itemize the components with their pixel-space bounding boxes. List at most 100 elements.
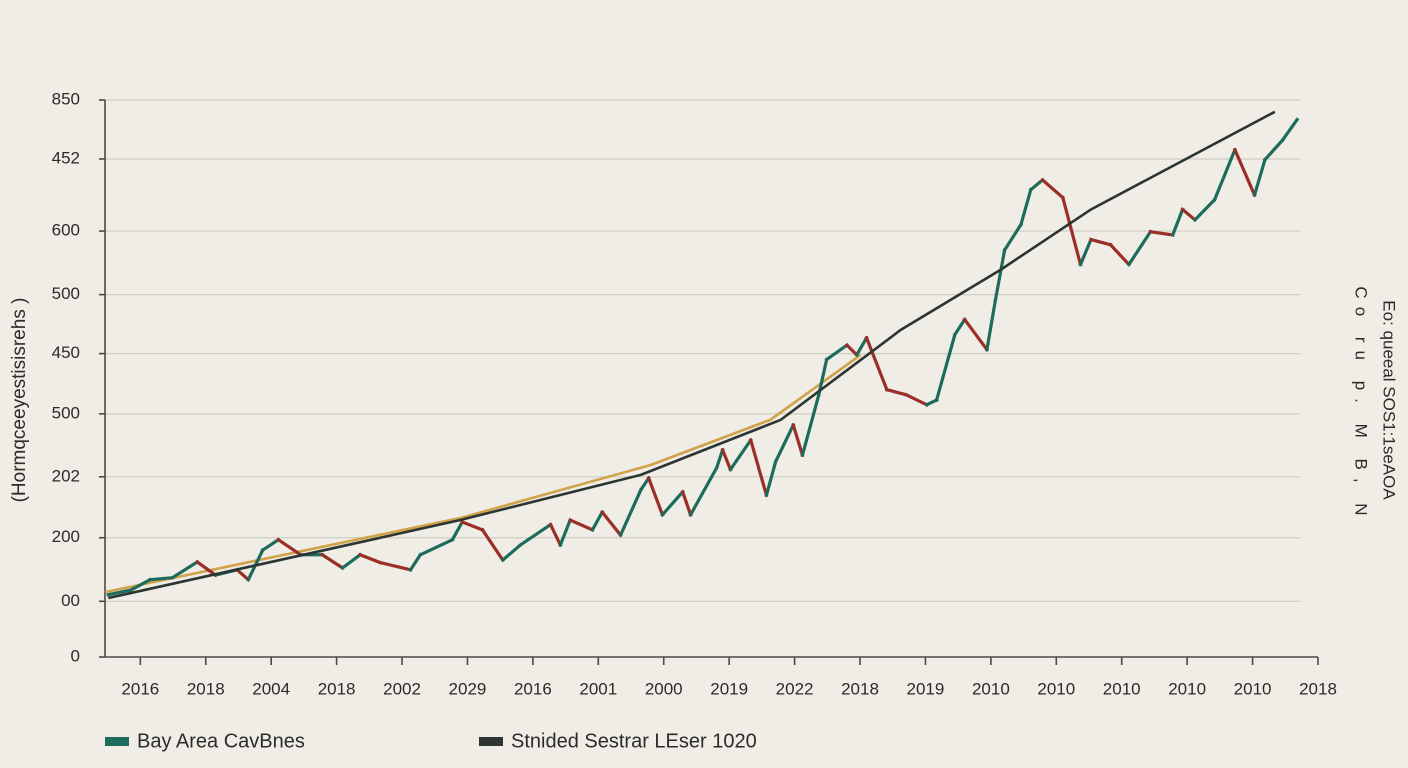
x-tick-label: 2022	[776, 679, 814, 698]
x-tick-label: 2002	[383, 679, 421, 698]
price-segment	[128, 577, 153, 593]
price-segment	[1126, 229, 1153, 267]
y-tick-label: 202	[52, 466, 80, 485]
price-segment	[844, 342, 860, 358]
x-tick-label: 2001	[579, 679, 617, 698]
price-segment	[358, 552, 383, 565]
x-tick-label: 2010	[972, 679, 1010, 698]
x-tick-label: 2016	[121, 679, 159, 698]
price-segment	[500, 542, 523, 563]
price-segment	[618, 487, 643, 538]
price-segment	[1060, 195, 1083, 267]
price-segment	[993, 248, 1007, 302]
price-segment	[599, 509, 623, 538]
price-segment	[378, 560, 413, 572]
legend-label: Stnided Sestrar LEser 1020	[511, 730, 757, 752]
price-segment	[195, 559, 218, 578]
trend-line	[104, 353, 862, 594]
price-segment	[148, 575, 175, 582]
price-segment	[1078, 237, 1094, 267]
price-segment	[1212, 147, 1237, 202]
price-segment	[590, 510, 605, 533]
price-segment	[460, 519, 485, 532]
price-segment	[824, 342, 850, 362]
price-segment	[1232, 147, 1257, 198]
price-segment	[450, 519, 465, 542]
price-segment	[638, 475, 651, 493]
price-segment	[408, 552, 423, 573]
price-segment	[952, 317, 967, 337]
price-segment	[1108, 242, 1132, 267]
price-segment	[1148, 229, 1175, 237]
y-tick-label: 600	[52, 221, 80, 240]
price-segment	[234, 567, 251, 582]
y-tick-label: 450	[52, 343, 80, 362]
x-tick-label: 2010	[1168, 679, 1206, 698]
price-segment	[764, 459, 778, 498]
x-tick-label: 2000	[645, 679, 683, 698]
price-segment	[800, 392, 821, 458]
x-tick-label: 2029	[449, 679, 487, 698]
y-tick-label: 500	[52, 403, 80, 422]
price-segment	[714, 447, 725, 470]
price-segment	[1262, 137, 1285, 162]
x-tick-label: 2018	[187, 679, 225, 698]
price-segment	[646, 476, 665, 517]
right-annotation: Eo: queeal SOS1:1seAOA	[1380, 300, 1399, 500]
price-segment	[934, 332, 957, 403]
price-segment	[904, 392, 929, 407]
price-segment	[1089, 237, 1113, 247]
price-segment	[480, 527, 506, 563]
price-segment	[276, 537, 303, 557]
price-segment	[260, 537, 281, 553]
price-segment	[1170, 207, 1185, 238]
price-segment	[1280, 117, 1300, 143]
price-segment	[1002, 222, 1024, 253]
price-segment	[720, 447, 733, 472]
legend-label: Bay Area CavBnes	[137, 730, 305, 752]
y-tick-label: 850	[52, 89, 80, 108]
price-segment	[340, 552, 363, 571]
price-segment	[748, 438, 769, 498]
legend-swatch	[479, 737, 503, 746]
x-tick-label: 2004	[252, 679, 290, 698]
y-tick-label: 452	[52, 148, 80, 167]
trend-line	[107, 110, 1276, 600]
price-segment	[548, 522, 563, 548]
price-segment	[170, 559, 200, 580]
price-segment	[660, 489, 685, 518]
price-segment	[1192, 197, 1217, 223]
price-segment	[962, 317, 990, 352]
right-annotation: Co ru p. M B, N	[1352, 286, 1371, 523]
y-tick-label: 200	[52, 527, 80, 546]
y-axis-title: (Hormqceeyestisisrehs )	[9, 298, 30, 503]
price-segment	[558, 517, 573, 548]
price-segment	[1180, 207, 1198, 223]
y-tick-label: 500	[52, 284, 80, 303]
x-tick-label: 2010	[1037, 679, 1075, 698]
price-segment	[791, 423, 805, 458]
x-tick-label: 2016	[514, 679, 552, 698]
x-tick-label: 2018	[841, 679, 879, 698]
price-segment	[1018, 187, 1033, 227]
x-tick-label: 2018	[318, 679, 356, 698]
price-segment	[773, 422, 796, 464]
price-segment	[985, 298, 998, 352]
price-segment	[106, 588, 133, 597]
price-segment	[688, 465, 719, 517]
price-segment	[884, 387, 909, 397]
price-segment	[518, 522, 553, 548]
price-segment	[1028, 177, 1045, 193]
price-segment	[418, 537, 455, 557]
x-tick-label: 2018	[1299, 679, 1337, 698]
y-tick-label: 0	[71, 646, 80, 665]
price-segment	[854, 335, 869, 358]
x-tick-label: 2010	[1103, 679, 1141, 698]
price-segment	[568, 517, 595, 532]
price-segment	[1040, 177, 1066, 200]
price-segment	[320, 552, 345, 571]
price-segment	[680, 489, 693, 517]
x-tick-label: 2019	[710, 679, 748, 698]
